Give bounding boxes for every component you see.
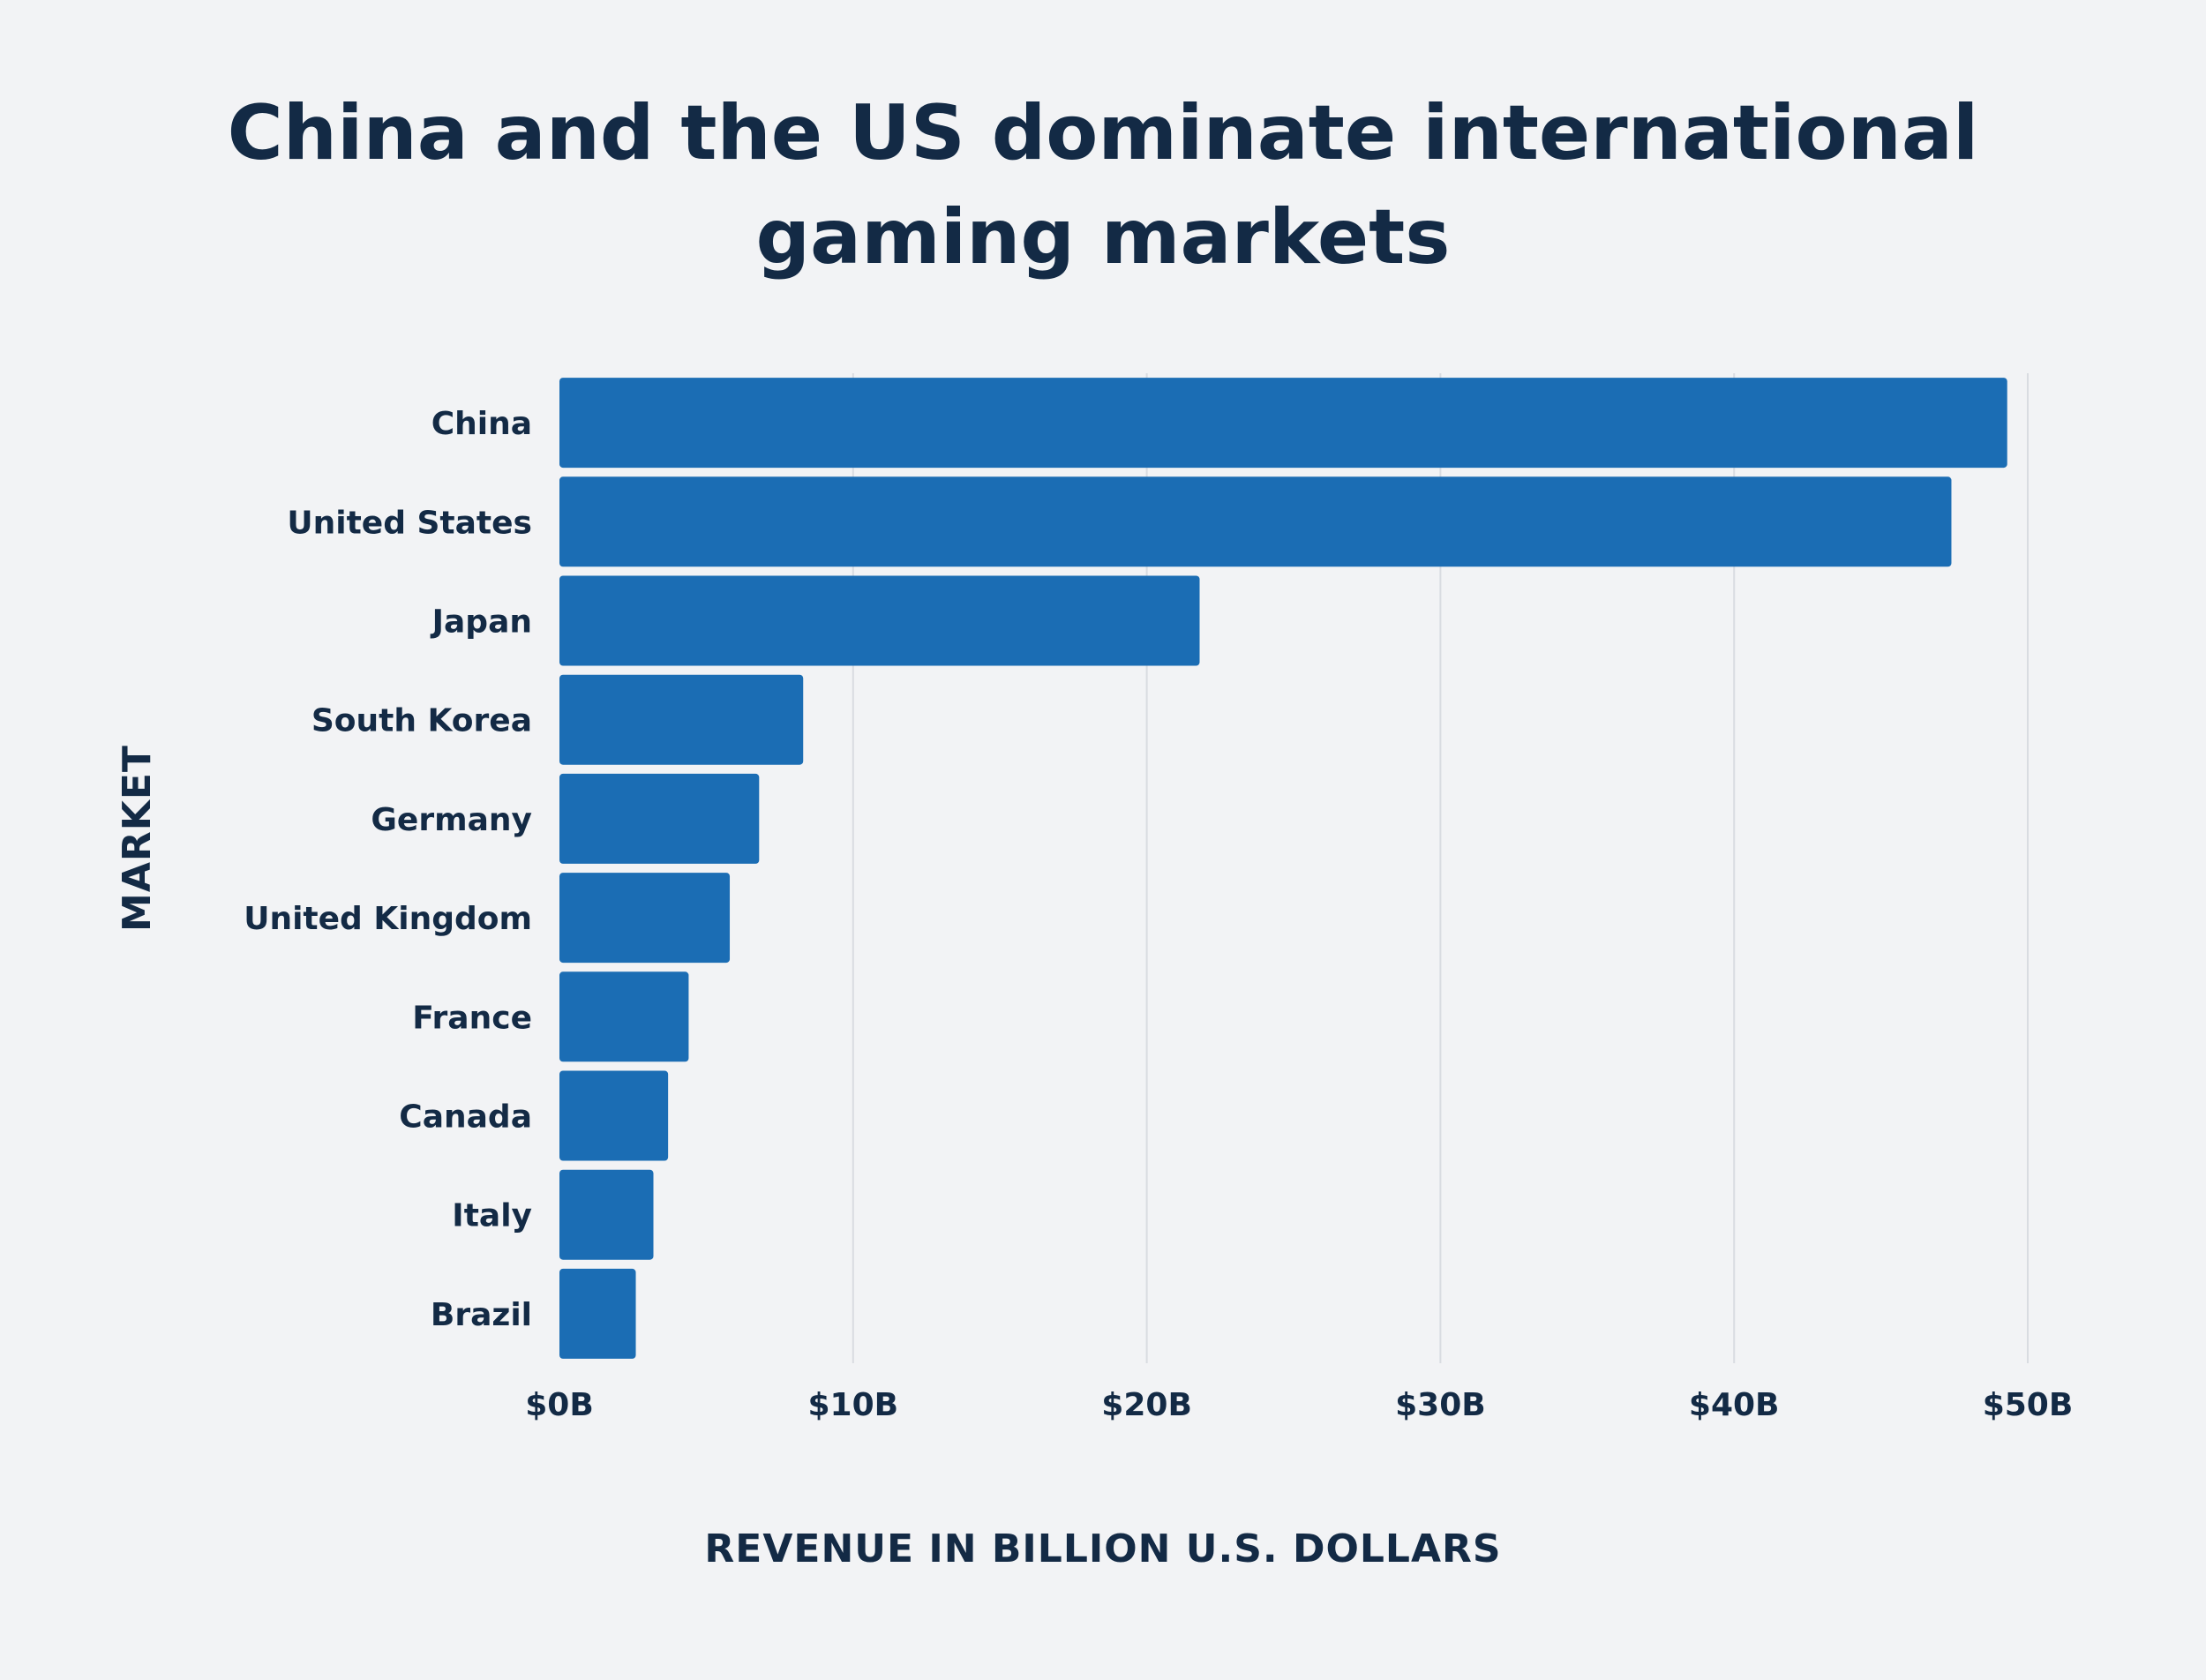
- bars: [559, 378, 2007, 1359]
- bar: [559, 873, 731, 964]
- category-label: United Kingdom: [244, 901, 532, 937]
- x-tick-label: $50B: [1983, 1387, 2074, 1423]
- bar: [559, 971, 689, 1062]
- category-labels: China United States Japan South Korea German…: [244, 406, 532, 1333]
- chart-title-line-2: gaming markets: [755, 193, 1451, 281]
- category-label: Brazil: [431, 1297, 532, 1333]
- x-tick-label: $0B: [525, 1387, 594, 1423]
- category-label: Canada: [399, 1099, 532, 1136]
- x-axis-title: REVENUE IN BILLION U.S. DOLLARS: [704, 1526, 1501, 1571]
- bar: [559, 476, 1952, 567]
- bar: [559, 1169, 654, 1260]
- category-label: Japan: [430, 604, 532, 641]
- x-tick-label: $30B: [1395, 1387, 1486, 1423]
- bar: [559, 674, 804, 765]
- y-axis-title: MARKET: [115, 745, 160, 932]
- bar: [559, 1070, 669, 1161]
- category-label: United States: [287, 505, 532, 541]
- bar: [559, 773, 760, 864]
- category-label: Germany: [371, 802, 532, 838]
- category-label: China: [431, 406, 532, 442]
- x-tick-label: $20B: [1101, 1387, 1192, 1423]
- x-tick-labels: $0B $10B $20B $30B $40B $50B: [525, 1387, 2073, 1423]
- bar: [559, 575, 1200, 666]
- bar: [559, 378, 2007, 469]
- x-tick-label: $10B: [808, 1387, 899, 1423]
- bar: [559, 1268, 636, 1359]
- chart-title: China and the US dominate international …: [221, 81, 1985, 289]
- category-label: South Korea: [311, 703, 532, 739]
- chart-title-line-1: China and the US dominate international: [227, 89, 1979, 177]
- x-tick-label: $40B: [1689, 1387, 1780, 1423]
- category-label: France: [412, 1000, 532, 1036]
- category-label: Italy: [452, 1198, 532, 1234]
